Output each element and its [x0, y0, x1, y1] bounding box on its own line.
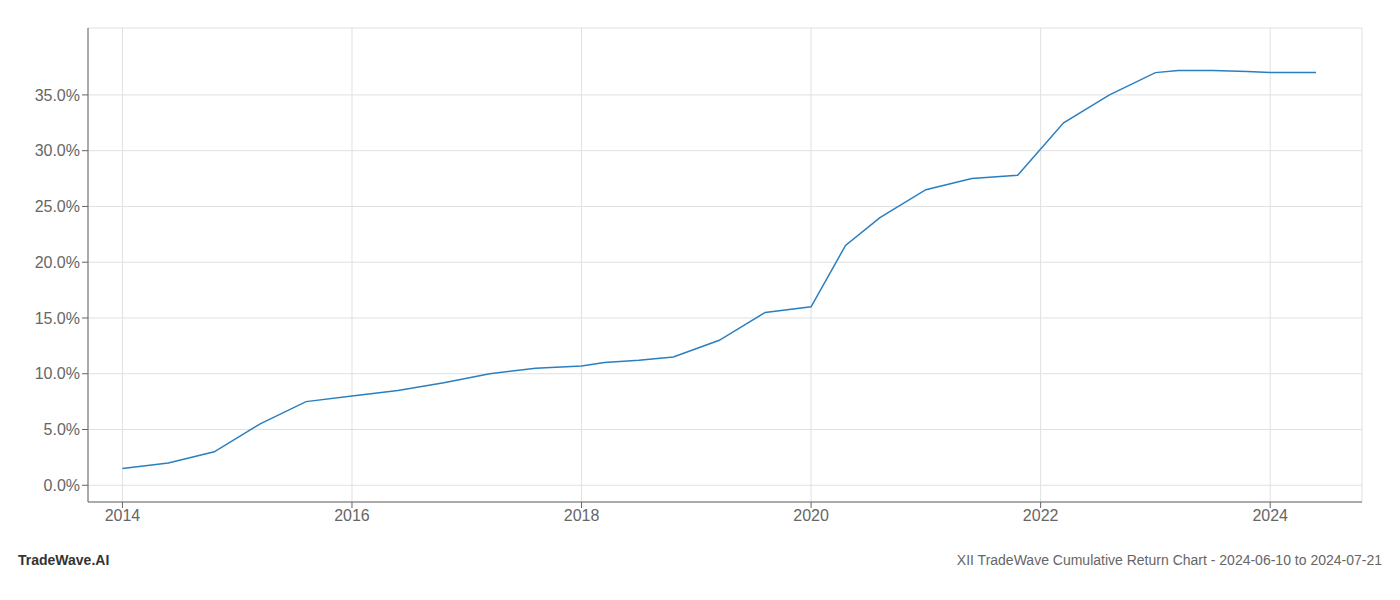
- svg-text:2024: 2024: [1252, 507, 1288, 524]
- svg-text:2018: 2018: [564, 507, 600, 524]
- svg-text:25.0%: 25.0%: [35, 198, 80, 215]
- svg-text:2022: 2022: [1023, 507, 1059, 524]
- svg-text:10.0%: 10.0%: [35, 365, 80, 382]
- svg-text:2020: 2020: [793, 507, 829, 524]
- svg-text:0.0%: 0.0%: [44, 477, 80, 494]
- svg-text:15.0%: 15.0%: [35, 310, 80, 327]
- svg-text:2016: 2016: [334, 507, 370, 524]
- svg-text:5.0%: 5.0%: [44, 421, 80, 438]
- svg-text:30.0%: 30.0%: [35, 142, 80, 159]
- html-text:XII TradeWave Cumulative Retur: XII TradeWave Cumulative Return Chart - …: [956, 552, 1382, 568]
- svg-text:2014: 2014: [105, 507, 141, 524]
- svg-text:20.0%: 20.0%: [35, 254, 80, 271]
- svg-text:35.0%: 35.0%: [35, 87, 80, 104]
- html-text:TradeWave.AI: TradeWave.AI: [18, 552, 110, 568]
